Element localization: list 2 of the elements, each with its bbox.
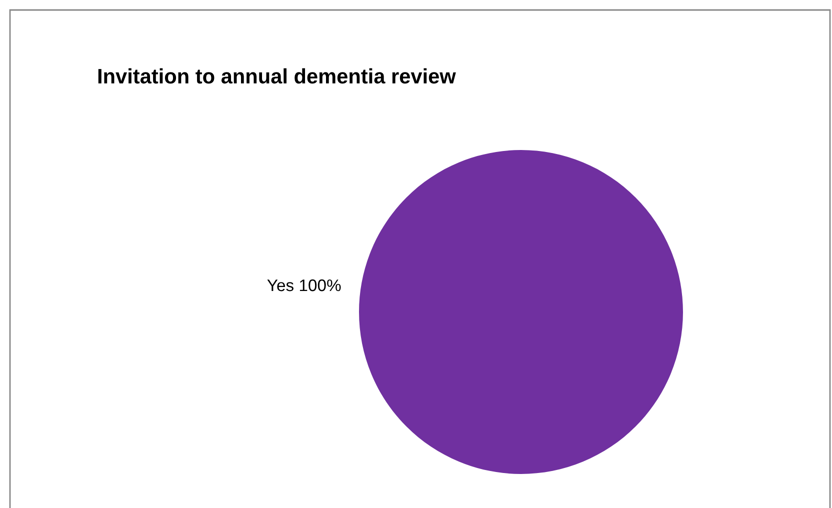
chart-title: Invitation to annual dementia review <box>98 68 456 84</box>
slice-label: Yes 100% <box>267 279 341 292</box>
